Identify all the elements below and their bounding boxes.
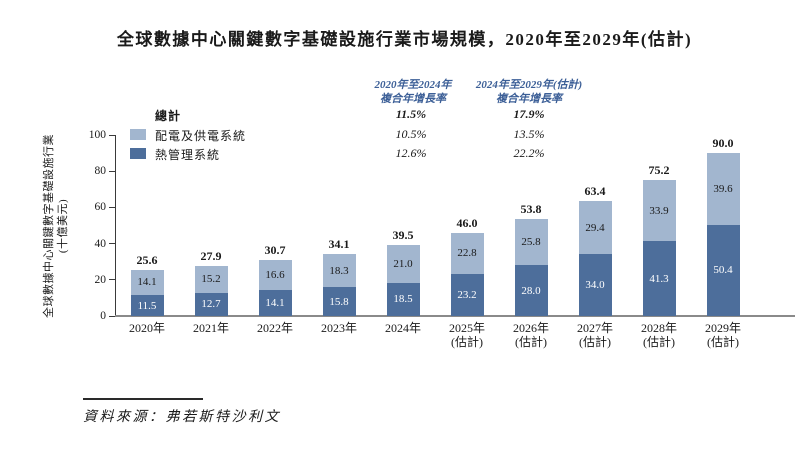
legend-swatch-power-distribution	[130, 129, 146, 140]
bar-total-label-2020年: 25.6	[136, 252, 158, 267]
y-tick-mark-20	[109, 279, 115, 281]
x-axis-label-2024年: 2024年	[384, 321, 421, 335]
bar-total-label-2021年: 27.9	[200, 248, 222, 263]
x-axis-label-2029年: 2029年 (估計)	[704, 321, 741, 349]
y-tick-label-40: 40	[94, 237, 107, 250]
bar-segment-power-2028年: 33.9	[642, 179, 676, 242]
cagr-value-total-2020-2024: 11.5%	[395, 107, 427, 121]
bar-segment-power-2027年: 29.4	[578, 201, 612, 255]
bar-total-label-2028年: 75.2	[648, 162, 670, 177]
bar-total-label-2024年: 39.5	[392, 227, 414, 242]
y-tick-mark-80	[109, 170, 115, 172]
bar-segment-power-2024年: 21.0	[386, 244, 420, 283]
y-axis-label-line2: (十億美元)	[57, 198, 69, 254]
bar-segment-power-2023年: 18.3	[322, 254, 356, 288]
y-tick-mark-100	[109, 134, 115, 136]
y-axis-line	[115, 135, 116, 316]
cagr-header-2024-2029: 2024年至2029年(估計) 複合年增長率	[450, 79, 608, 106]
bar-segment-thermal-2027年: 34.0	[578, 254, 612, 316]
cagr-header-2020-2024: 2020年至2024年 複合年增長率	[340, 79, 486, 106]
y-axis-label-line1: 全球數據中心關鍵數字基礎設施行業	[43, 134, 55, 318]
x-axis-label-2027年: 2027年 (估計)	[576, 321, 613, 349]
y-tick-mark-0	[109, 315, 115, 317]
cagr-value-power-2024-2029: 13.5%	[513, 127, 545, 141]
cagr-value-thermal-2024-2029: 22.2%	[513, 146, 545, 160]
legend-label-power-distribution: 配電及供電系統	[155, 129, 247, 143]
bar-segment-power-2029年: 39.6	[706, 153, 740, 225]
x-axis-label-2028年: 2028年 (估計)	[640, 321, 677, 349]
bar-segment-power-2022年: 16.6	[258, 260, 292, 291]
x-axis-label-2025年: 2025年 (估計)	[448, 321, 485, 349]
bar-segment-power-2025年: 22.8	[450, 232, 484, 274]
cagr-value-thermal-2020-2024: 12.6%	[395, 146, 427, 160]
x-axis-line	[115, 315, 795, 317]
bar-segment-thermal-2025年: 23.2	[450, 274, 484, 316]
bar-segment-thermal-2022年: 14.1	[258, 290, 292, 316]
cagr-value-total-2024-2029: 17.9%	[513, 107, 545, 121]
y-tick-label-0: 0	[100, 310, 106, 322]
bar-segment-thermal-2026年: 28.0	[514, 265, 548, 316]
y-tick-label-60: 60	[94, 201, 107, 214]
legend-swatch-thermal-management	[130, 148, 146, 159]
cagr-header-2020-2024-line1: 2020年至2024年	[374, 79, 452, 91]
x-axis-label-2022年: 2022年	[256, 321, 293, 335]
bar-total-label-2022年: 30.7	[264, 243, 286, 258]
bar-total-label-2027年: 63.4	[584, 184, 606, 199]
x-axis-label-2020年: 2020年	[128, 321, 165, 335]
legend-label-total: 總計	[155, 109, 182, 123]
bar-total-label-2026年: 53.8	[520, 201, 542, 216]
cagr-header-2024-2029-line2: 複合年增長率	[496, 92, 562, 105]
bar-segment-thermal-2023年: 15.8	[322, 287, 356, 316]
x-axis-label-2021年: 2021年	[192, 321, 229, 335]
bar-segment-thermal-2020年: 11.5	[130, 295, 164, 316]
bar-total-label-2023年: 34.1	[328, 237, 350, 252]
bar-segment-power-2020年: 14.1	[130, 269, 164, 296]
x-axis-label-2026年: 2026年 (估計)	[512, 321, 549, 349]
y-axis-label: 全球數據中心關鍵數字基礎設施行業 (十億美元)	[42, 126, 72, 326]
legend-label-thermal-management: 熱管理系統	[155, 148, 221, 162]
bar-segment-power-2026年: 25.8	[514, 218, 548, 266]
y-tick-label-80: 80	[94, 165, 107, 178]
cagr-header-2020-2024-line2: 複合年增長率	[380, 92, 446, 105]
bar-total-label-2029年: 90.0	[712, 136, 734, 151]
chart-title: 全球數據中心關鍵數字基礎設施行業市場規模，2020年至2029年(估計)	[116, 30, 693, 49]
cagr-header-2024-2029-line1: 2024年至2029年(估計)	[475, 79, 583, 91]
x-axis-label-2023年: 2023年	[320, 321, 357, 335]
bar-total-label-2025年: 46.0	[456, 215, 478, 230]
bar-segment-power-2021年: 15.2	[194, 265, 228, 293]
cagr-value-power-2020-2024: 10.5%	[395, 127, 427, 141]
bar-segment-thermal-2029年: 50.4	[706, 224, 740, 316]
bar-segment-thermal-2021年: 12.7	[194, 293, 228, 316]
source-text: 資料來源：弗若斯特沙利文	[83, 410, 281, 425]
bar-segment-thermal-2028年: 41.3	[642, 241, 676, 316]
source-divider	[83, 398, 203, 400]
y-tick-label-20: 20	[94, 273, 107, 286]
y-tick-mark-40	[109, 243, 115, 245]
bar-segment-thermal-2024年: 18.5	[386, 282, 420, 316]
y-tick-mark-60	[109, 206, 115, 208]
y-tick-label-100: 100	[88, 129, 106, 141]
